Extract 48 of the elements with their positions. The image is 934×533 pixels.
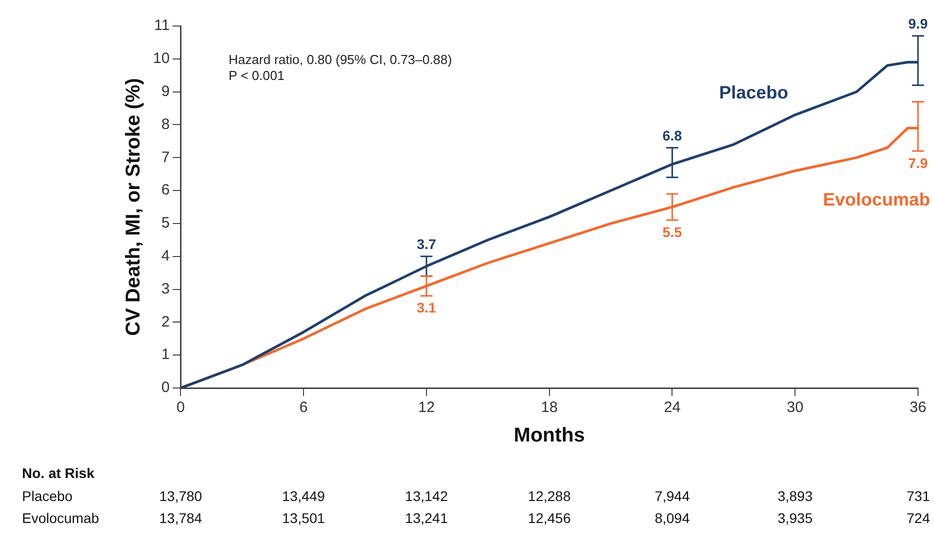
text: 3,893 — [778, 488, 813, 504]
x-axis-title: Months — [514, 424, 585, 447]
data-label: 9.9 — [908, 16, 928, 32]
series-label: Placebo — [719, 82, 788, 102]
y-tick-label: 11 — [154, 17, 170, 34]
text: 7,944 — [654, 488, 690, 504]
y-tick-label: 4 — [161, 248, 170, 265]
annotation: P < 0.001 — [228, 68, 284, 83]
y-tick-label: 2 — [161, 313, 170, 330]
y-tick-label: 7 — [161, 148, 170, 166]
text: No. at Risk — [22, 465, 94, 481]
text: 12,456 — [528, 510, 571, 526]
x-tick-label: 36 — [910, 399, 926, 416]
y-tick-label: 6 — [161, 182, 170, 199]
text: 8,094 — [654, 510, 690, 526]
y-tick-label: 5 — [161, 214, 170, 232]
series-label: Evolocumab — [823, 190, 930, 210]
data-label: 3.1 — [416, 300, 436, 316]
text: 3,935 — [778, 510, 813, 526]
text: Evolocumab — [22, 510, 100, 526]
text: Placebo — [22, 488, 73, 504]
text: 13,501 — [282, 510, 325, 526]
y-tick-label: 8 — [161, 116, 170, 133]
x-tick-label: 24 — [664, 399, 681, 416]
x-tick-label: 12 — [418, 399, 435, 416]
x-tick-label: 30 — [786, 399, 804, 416]
text: 13,142 — [405, 488, 448, 504]
text: 13,449 — [282, 488, 325, 504]
text: 13,241 — [405, 510, 448, 526]
data-label: 5.5 — [662, 224, 682, 240]
y-tick-label: 0 — [161, 379, 170, 396]
x-tick-label: 6 — [299, 399, 308, 416]
y-tick-label: 1 — [161, 346, 170, 364]
annotation: Hazard ratio, 0.80 (95% CI, 0.73–0.88) — [228, 52, 452, 67]
data-label: 3.7 — [416, 236, 436, 252]
x-tick-label: 18 — [541, 399, 558, 416]
data-label: 6.8 — [662, 128, 682, 144]
text: 13,780 — [159, 488, 202, 504]
text: 724 — [906, 510, 930, 526]
y-axis-title: CV Death, MI, or Stroke (%) — [122, 78, 145, 336]
text: 12,288 — [528, 488, 571, 504]
y-tick-label: 10 — [152, 50, 170, 68]
text: 13,784 — [159, 510, 202, 526]
y-tick-label: 9 — [161, 82, 170, 100]
y-tick-label: 3 — [161, 280, 170, 298]
text: 731 — [906, 488, 930, 504]
data-label: 7.9 — [908, 154, 928, 171]
x-tick-label: 0 — [176, 399, 185, 416]
